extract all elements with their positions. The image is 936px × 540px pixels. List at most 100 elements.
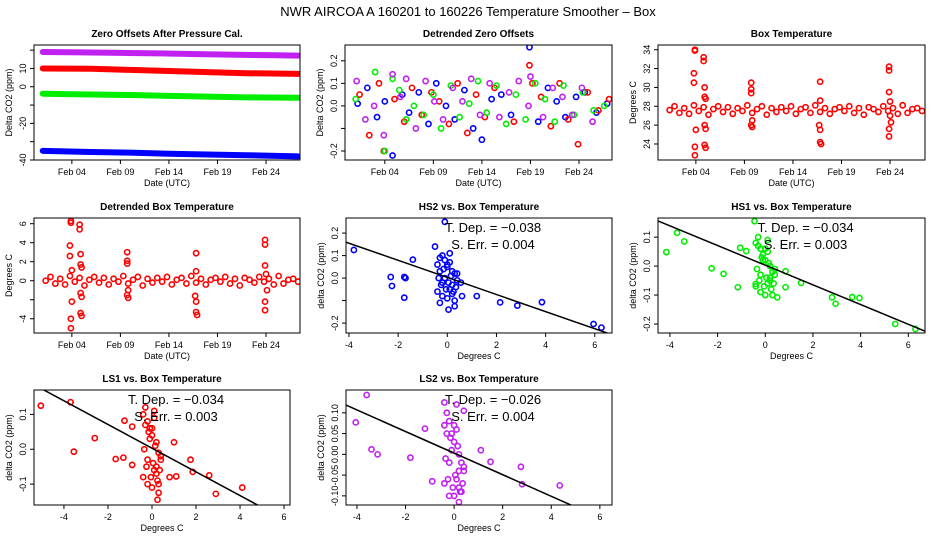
data-point: [469, 125, 477, 132]
data-point: [78, 312, 85, 320]
y-tick-label: 6: [18, 221, 28, 226]
y-tick-label: -0.10: [330, 486, 340, 507]
data-point: [816, 78, 824, 86]
data-point: [751, 218, 758, 225]
data-point: [472, 91, 480, 99]
data-point: [700, 57, 708, 65]
data-point: [172, 473, 180, 480]
data-point: [47, 273, 54, 281]
data-point: [449, 484, 457, 491]
data-point: [474, 77, 482, 85]
data-point: [152, 438, 160, 446]
data-point: [457, 488, 465, 496]
panel-6: HS1 vs. Box Temperature -4 -2 0 2 4 6 -0.2 -0.1 0…: [628, 202, 926, 361]
data-point: [483, 109, 491, 117]
data-point: [461, 86, 468, 94]
x-tick-label: -4: [60, 512, 68, 522]
plot-area: [666, 46, 925, 159]
data-point: [123, 248, 131, 256]
data-point: [140, 445, 148, 453]
data-point: [891, 320, 899, 328]
data-point: [445, 459, 453, 467]
main-title: NWR AIRCOA A 160201 to 160226 Temperatur…: [280, 4, 656, 19]
data-point: [590, 106, 597, 114]
data-point: [747, 89, 755, 97]
data-point: [192, 249, 200, 257]
x-tick-label: Feb 14: [155, 340, 183, 350]
series-band: [39, 90, 300, 101]
data-point: [121, 417, 128, 425]
data-point: [70, 448, 78, 456]
data-point: [435, 274, 443, 282]
data-point: [110, 275, 118, 283]
panel-title: LS1 vs. Box Temperature: [102, 374, 222, 385]
x-tick-label: 6: [282, 512, 287, 522]
data-point: [146, 424, 154, 432]
data-point: [365, 131, 373, 139]
data-point: [848, 293, 856, 301]
data-point: [100, 274, 108, 282]
data-point: [752, 280, 760, 288]
data-point: [187, 456, 194, 464]
data-point: [777, 103, 785, 111]
x-tick-label: Feb 09: [419, 167, 447, 177]
data-point: [453, 270, 461, 277]
data-point: [885, 125, 893, 133]
x-tick-label: 6: [597, 512, 602, 522]
data-point: [761, 245, 769, 253]
data-point: [742, 247, 750, 255]
panel-3: Box Temperature Feb 04 Feb 09 Feb 14 Feb 19 F…: [628, 29, 926, 188]
x-tick-label: 2: [500, 512, 505, 522]
data-point: [350, 246, 358, 254]
data-point: [572, 93, 580, 101]
data-point: [691, 143, 699, 151]
y-tick-label: -0.05: [330, 465, 340, 486]
y-tick-label: 0.1: [642, 231, 652, 244]
data-point: [802, 103, 809, 111]
data-point: [447, 434, 454, 442]
plot-area: [37, 390, 260, 505]
plot-frame: [657, 217, 926, 334]
data-point: [187, 272, 195, 280]
data-point: [151, 442, 159, 450]
y-tick-label: 0.0: [18, 443, 28, 456]
data-point: [246, 276, 253, 284]
data-point: [154, 496, 161, 504]
data-point: [437, 125, 445, 132]
data-point: [294, 278, 300, 286]
data-point: [430, 97, 438, 105]
data-point: [66, 242, 74, 249]
x-tick-label: 2: [194, 512, 199, 522]
series-band: [39, 48, 300, 59]
y-tick-label: 24: [642, 139, 652, 149]
data-point: [899, 101, 907, 109]
data-point: [434, 288, 441, 295]
data-point: [747, 79, 755, 87]
annotation-text: S. Err. = 0.003: [764, 237, 847, 252]
data-point: [81, 282, 88, 289]
data-point: [850, 109, 858, 117]
data-point: [817, 140, 825, 148]
data-point: [455, 467, 463, 475]
data-point: [432, 79, 440, 87]
regression-line: [346, 241, 610, 333]
data-point: [690, 79, 698, 87]
data-point: [431, 243, 439, 250]
data-point: [763, 111, 771, 119]
annotation-text: T. Dep. = −0.034: [128, 392, 224, 407]
data-point: [527, 73, 534, 80]
data-point: [526, 61, 533, 69]
data-point: [767, 285, 775, 293]
data-point: [263, 286, 271, 294]
data-point: [420, 111, 428, 119]
data-point: [154, 477, 161, 485]
data-point: [463, 129, 471, 137]
data-point: [389, 152, 396, 159]
data-point: [443, 261, 451, 268]
data-point: [885, 63, 893, 71]
plot-area: [346, 391, 602, 505]
data-point: [666, 106, 674, 114]
data-point: [238, 484, 246, 491]
y-tick-label: 2: [18, 259, 28, 264]
data-point: [115, 278, 122, 286]
